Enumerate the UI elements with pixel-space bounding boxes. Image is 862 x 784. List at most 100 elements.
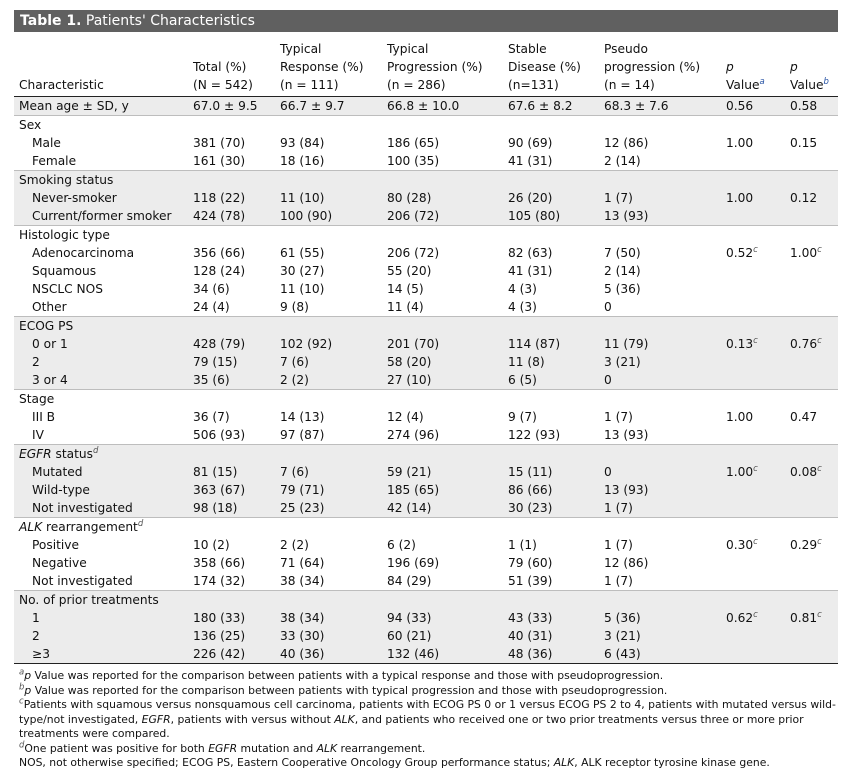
p-value-cell — [785, 590, 838, 609]
value-cell: 128 (24) — [193, 264, 246, 278]
col-p-value-a: p Valuea — [726, 60, 765, 92]
value-cell: 424 (78) — [188, 207, 275, 226]
value-cell — [599, 390, 721, 409]
value-cell: 97 (87) — [275, 426, 382, 445]
p-value-cell — [785, 170, 838, 189]
p-value-cell — [721, 152, 785, 171]
value-cell: 30 (27) — [280, 264, 325, 278]
value-cell: 226 (42) — [188, 645, 275, 664]
table-row: Mean age ± SD, y 67.0 ± 9.5 66.7 ± 9.7 66.8… — [14, 96, 838, 116]
p-value-cell: 1.00 — [726, 136, 754, 150]
row-label: Histologic type — [19, 228, 110, 242]
value-cell — [382, 316, 503, 335]
group-header-row: ECOG PS — [14, 316, 838, 335]
p-value-cell — [721, 116, 785, 135]
value-cell — [188, 116, 275, 135]
p-value-cell — [721, 170, 785, 189]
p-value-cell — [785, 262, 838, 280]
table-row: Never-smoker 118 (22) 11 (10) 80 (28) 26 (20… — [14, 189, 838, 207]
value-cell: 4 (3) — [503, 298, 599, 317]
p-value-cell — [721, 298, 785, 317]
table-row: III B 36 (7) 14 (13) 12 (4) 9 (7) 1 (7) 1.00 0.… — [14, 408, 838, 426]
p-value-cell — [721, 353, 785, 371]
row-label: Negative — [32, 556, 87, 570]
value-cell: 13 (93) — [599, 426, 721, 445]
value-cell — [188, 226, 275, 245]
value-cell: 11 (4) — [382, 298, 503, 317]
value-cell: 51 (39) — [503, 572, 599, 591]
value-cell — [503, 390, 599, 409]
p-value-cell — [721, 572, 785, 591]
row-label: Mean age ± SD, y — [14, 96, 188, 116]
value-cell: 9 (8) — [275, 298, 382, 317]
value-cell: 86 (66) — [503, 481, 599, 499]
value-cell — [503, 444, 599, 463]
value-cell — [503, 590, 599, 609]
p-value-cell — [785, 371, 838, 390]
value-cell: 161 (30) — [188, 152, 275, 171]
group-header-row: Sex — [14, 116, 838, 135]
p-value-cell — [721, 226, 785, 245]
value-cell: 13 (93) — [599, 481, 721, 499]
value-cell: 1 (7) — [604, 538, 633, 552]
group-header-row: Histologic type — [14, 226, 838, 245]
value-cell: 1 (7) — [604, 410, 633, 424]
value-cell: 185 (65) — [382, 481, 503, 499]
p-value-cell — [785, 390, 838, 409]
row-label: 1 — [14, 609, 188, 627]
table-row: Adenocarcinoma 356 (66) 61 (55) 206 (72) 82 … — [14, 244, 838, 262]
value-cell: 43 (33) — [503, 609, 599, 627]
value-cell: 11 (10) — [280, 282, 325, 296]
value-cell: 71 (64) — [280, 556, 325, 570]
value-cell — [382, 116, 503, 135]
value-cell: 42 (14) — [382, 499, 503, 518]
value-cell: 196 (69) — [387, 556, 440, 570]
p-value-cell — [721, 316, 785, 335]
value-cell: 118 (22) — [188, 189, 275, 207]
value-cell — [275, 170, 382, 189]
p-value-cell: 0.76c — [785, 335, 838, 353]
value-cell: 428 (79) — [188, 335, 275, 353]
value-cell: 68.3 ± 7.6 — [599, 96, 721, 116]
row-label: NSCLC NOS — [32, 282, 103, 296]
p-value-cell: 1.00c — [790, 244, 822, 260]
value-cell: 10 (2) — [193, 538, 230, 552]
value-cell — [188, 444, 275, 463]
row-label: Other — [14, 298, 188, 317]
value-cell — [503, 518, 599, 537]
row-label: Female — [14, 152, 188, 171]
table-row: Squamous 128 (24) 30 (27) 55 (20) 41 (31) 2 (… — [14, 262, 838, 280]
value-cell: 30 (23) — [503, 499, 599, 518]
value-cell — [599, 226, 721, 245]
value-cell: 1 (7) — [599, 499, 721, 518]
value-cell — [188, 390, 275, 409]
value-cell: 3 (21) — [599, 627, 721, 645]
value-cell: 67.0 ± 9.5 — [188, 96, 275, 116]
value-cell: 7 (6) — [275, 463, 382, 481]
value-cell: 58 (20) — [382, 353, 503, 371]
value-cell: 67.6 ± 8.2 — [503, 96, 599, 116]
value-cell — [275, 226, 382, 245]
col-typical-progression: Typical Progression (%) (n = 286) — [387, 42, 483, 92]
value-cell: 33 (30) — [275, 627, 382, 645]
p-value-cell — [721, 390, 785, 409]
value-cell: 27 (10) — [382, 371, 503, 390]
value-cell: 180 (33) — [188, 609, 275, 627]
group-header-row: No. of prior treatments — [14, 590, 838, 609]
row-label: Current/former smoker — [14, 207, 188, 226]
value-cell: 102 (92) — [275, 335, 382, 353]
value-cell: 206 (72) — [382, 207, 503, 226]
row-label: Wild-type — [14, 481, 188, 499]
value-cell — [503, 170, 599, 189]
value-cell — [275, 116, 382, 135]
header-row: Characteristic Total (%) (N = 542) Typica… — [14, 32, 838, 97]
value-cell: 1 (1) — [508, 538, 537, 552]
p-value-cell — [721, 280, 785, 298]
value-cell — [382, 518, 503, 537]
table-row: Negative 358 (66) 71 (64) 196 (69) 79 (60) 12… — [14, 554, 838, 572]
value-cell: 82 (63) — [508, 246, 553, 260]
group-header-row: Stage — [14, 390, 838, 409]
p-value-cell: 1.00 — [726, 410, 754, 424]
table-row: Female 161 (30) 18 (16) 100 (35) 41 (31) 2 (1… — [14, 152, 838, 171]
value-cell: 24 (4) — [188, 298, 275, 317]
